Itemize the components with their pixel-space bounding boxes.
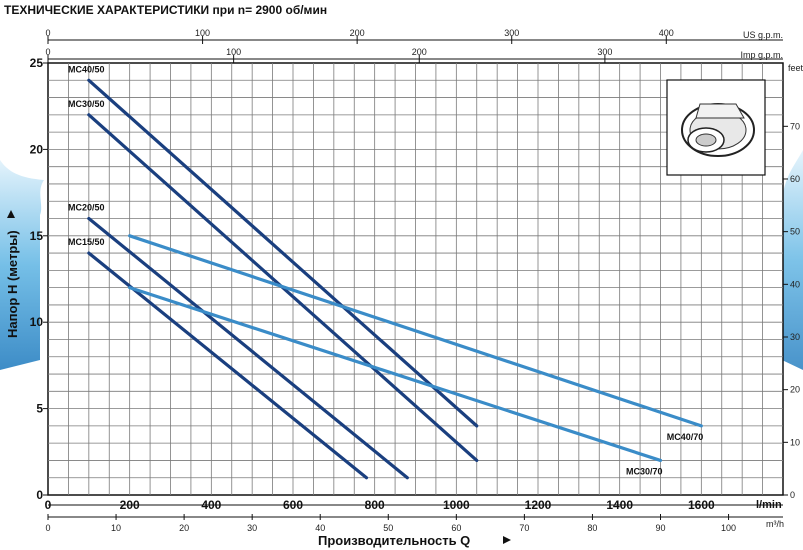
feet-tick-label: 20 — [790, 385, 800, 395]
feet-tick-label: 40 — [790, 279, 800, 289]
us-gpm-tick-label: 200 — [350, 28, 365, 38]
m3h-tick-label: 60 — [451, 523, 461, 533]
x-axis-arrow-icon — [503, 536, 511, 544]
y-tick-label: 5 — [36, 402, 43, 416]
series-line-mc20-50 — [87, 216, 409, 480]
right-water-splash — [782, 150, 803, 370]
feet-tick-label: 60 — [790, 174, 800, 184]
y-axis-feet: 0 10 20 30 40 50 60 70 — [783, 121, 800, 500]
chart-title: ТЕХНИЧЕСКИЕ ХАРАКТЕРИСТИКИ при n= 2900 о… — [4, 3, 327, 17]
feet-tick-label: 10 — [790, 437, 800, 447]
series-line-mc40-70 — [128, 234, 703, 428]
x-tick-label: 1600 — [688, 498, 715, 512]
m3h-tick-label: 20 — [179, 523, 189, 533]
series-label-mc40-70: MC40/70 — [667, 432, 704, 442]
imp-gpm-tick-label: 300 — [597, 47, 612, 57]
x-axis-lmin: 0 200 400 600 800 1000 1200 1400 1600 — [45, 498, 783, 512]
series-label-mc30-50: MC30/50 — [68, 99, 105, 109]
us-gpm-tick-label: 300 — [504, 28, 519, 38]
y-tick-label: 10 — [30, 315, 44, 329]
x-tick-label: 800 — [365, 498, 385, 512]
m3h-tick-label: 80 — [587, 523, 597, 533]
imp-gpm-unit: Imp g.p.m. — [740, 50, 783, 60]
series-layer: MC40/50 MC30/50 MC20/50 MC15/50 MC40/70 MC30/… — [68, 64, 704, 480]
m3h-tick-label: 0 — [45, 523, 50, 533]
x-axis-m3h: 0 10 20 30 40 50 60 70 80 90 100 — [45, 514, 783, 533]
series-line-mc40-50 — [87, 78, 479, 428]
y-tick-label: 15 — [30, 229, 44, 243]
us-gpm-unit: US g.p.m. — [743, 30, 783, 40]
imp-gpm-tick-label: 200 — [412, 47, 427, 57]
y-tick-label: 20 — [30, 142, 44, 156]
us-gpm-tick-label: 400 — [659, 28, 674, 38]
imp-gpm-axis: 0 100 200 300 — [45, 47, 783, 63]
feet-unit: feet — [788, 63, 803, 73]
series-label-mc40-50: MC40/50 — [68, 64, 105, 74]
m3h-tick-label: 90 — [655, 523, 665, 533]
m3h-tick-label: 70 — [519, 523, 529, 533]
x-axis-title: Производительность Q — [318, 533, 470, 548]
x-tick-label: 400 — [201, 498, 221, 512]
x-tick-label: 200 — [120, 498, 140, 512]
x-tick-label: 0 — [45, 498, 52, 512]
m3h-tick-label: 100 — [721, 523, 736, 533]
m3h-tick-label: 30 — [247, 523, 257, 533]
y-axis-title: Напор H (метры) — [5, 230, 20, 338]
feet-tick-label: 30 — [790, 332, 800, 342]
m3h-tick-label: 40 — [315, 523, 325, 533]
y-axis-left: 0 5 10 15 20 25 — [30, 56, 48, 502]
x-tick-label: 1000 — [443, 498, 470, 512]
y-tick-label: 0 — [36, 488, 43, 502]
feet-tick-label: 0 — [790, 490, 795, 500]
imp-gpm-tick-label: 0 — [45, 47, 50, 57]
y-axis-arrow-icon — [7, 210, 15, 218]
us-gpm-tick-label: 0 — [45, 28, 50, 38]
pump-image — [666, 79, 766, 176]
m3h-unit: m³/h — [766, 519, 784, 529]
lmin-unit: l/min — [756, 499, 782, 511]
y-tick-label: 25 — [30, 56, 44, 70]
series-label-mc15-50: MC15/50 — [68, 237, 105, 247]
feet-tick-label: 50 — [790, 227, 800, 237]
x-tick-label: 1400 — [606, 498, 633, 512]
us-gpm-axis: 0 100 200 300 400 — [45, 28, 783, 44]
x-tick-label: 1200 — [525, 498, 552, 512]
series-label-mc20-50: MC20/50 — [68, 203, 105, 213]
x-tick-label: 600 — [283, 498, 303, 512]
m3h-tick-label: 50 — [383, 523, 393, 533]
series-label-mc30-70: MC30/70 — [626, 466, 663, 476]
m3h-tick-label: 10 — [111, 523, 121, 533]
imp-gpm-tick-label: 100 — [226, 47, 241, 57]
us-gpm-tick-label: 100 — [195, 28, 210, 38]
feet-tick-label: 70 — [790, 121, 800, 131]
series-line-mc30-70 — [128, 286, 663, 463]
